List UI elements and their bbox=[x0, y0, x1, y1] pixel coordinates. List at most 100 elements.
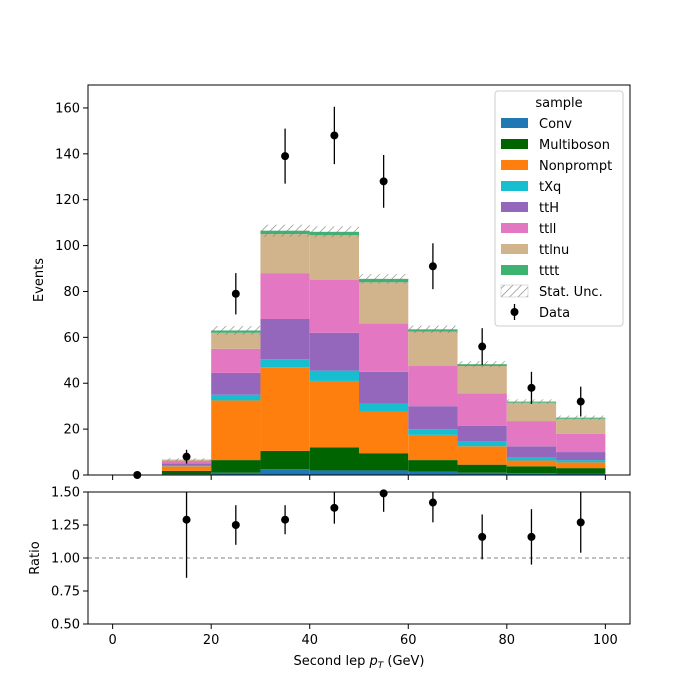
data-point-6 bbox=[428, 262, 437, 271]
bar-nonprompt-bin-4 bbox=[309, 380, 359, 448]
bar-multiboson-bin-7 bbox=[457, 464, 507, 473]
bar-nonprompt-bin-8 bbox=[506, 460, 557, 467]
data-point-1 bbox=[182, 452, 191, 461]
x-axis-label-prefix: Second lep bbox=[294, 654, 370, 669]
legend-swatch-ttll bbox=[501, 223, 528, 233]
ratio-point-8 bbox=[576, 518, 585, 527]
bar-nonprompt-bin-1 bbox=[161, 466, 212, 471]
ratio-point-4 bbox=[379, 489, 388, 498]
bar-txq-bin-4 bbox=[309, 370, 359, 381]
bar-ttll-bin-8 bbox=[506, 421, 557, 447]
bar-ttlnu-bin-9 bbox=[556, 418, 606, 434]
bar-ttll-bin-7 bbox=[457, 393, 507, 426]
legend-label-txq: tXq bbox=[539, 180, 561, 195]
stat-unc-bin-6 bbox=[408, 325, 458, 333]
stat-unc-bin-9 bbox=[556, 415, 606, 420]
bar-tth-bin-4 bbox=[309, 332, 359, 371]
bar-ttlnu-bin-3 bbox=[260, 234, 310, 274]
ratio-plot-background bbox=[88, 492, 630, 624]
bar-nonprompt-bin-6 bbox=[408, 434, 458, 461]
bar-txq-bin-7 bbox=[457, 441, 507, 447]
bar-tth-bin-1 bbox=[161, 463, 212, 466]
legend-label-ttll: ttll bbox=[539, 222, 556, 237]
bar-conv-bin-3 bbox=[260, 469, 310, 475]
bar-nonprompt-bin-7 bbox=[457, 446, 507, 465]
bar-multiboson-bin-9 bbox=[556, 468, 606, 474]
legend-swatch-txq bbox=[501, 181, 528, 191]
stat-unc-bin-2 bbox=[211, 326, 261, 335]
bar-nonprompt-bin-5 bbox=[359, 411, 409, 454]
bar-ttlnu-bin-8 bbox=[506, 402, 557, 422]
main-y-axis: 0 20 40 60 80 100 120 140 160 bbox=[55, 101, 88, 484]
xtick-label: 20 bbox=[203, 633, 220, 648]
legend-label-ttlnu: ttlnu bbox=[539, 243, 569, 258]
legend-swatch-tth bbox=[501, 202, 528, 212]
data-point-9 bbox=[576, 397, 585, 406]
bar-ttll-bin-3 bbox=[260, 273, 310, 319]
bar-conv-bin-7 bbox=[457, 472, 507, 475]
bar-txq-bin-8 bbox=[506, 457, 557, 461]
data-point-5 bbox=[379, 177, 388, 186]
main-ytick-label: 40 bbox=[63, 377, 80, 392]
bar-conv-bin-4 bbox=[309, 470, 359, 475]
bar-tth-bin-6 bbox=[408, 406, 458, 430]
legend-swatch-conv bbox=[501, 118, 528, 128]
bar-conv-bin-6 bbox=[408, 471, 458, 475]
legend-items: Conv Multiboson Nonprompt tXq ttH ttll ttlnu tt… bbox=[500, 117, 612, 321]
bar-conv-bin-8 bbox=[506, 473, 557, 475]
ratio-point-7 bbox=[527, 532, 536, 541]
bar-nonprompt-bin-2 bbox=[211, 400, 261, 461]
legend: sample Conv Multiboson Nonprompt tXq ttH ttll… bbox=[494, 90, 624, 327]
bar-ttll-bin-9 bbox=[556, 433, 606, 453]
ratio-ytick-label: 1.25 bbox=[51, 519, 80, 534]
bar-ttlnu-bin-5 bbox=[359, 282, 409, 324]
data-point-2 bbox=[231, 289, 240, 298]
bar-txq-bin-3 bbox=[260, 359, 310, 368]
legend-title: sample bbox=[535, 96, 582, 111]
bar-ttlnu-bin-7 bbox=[457, 366, 507, 394]
bar-ttlnu-bin-6 bbox=[408, 331, 458, 367]
ratio-ytick-label: 0.75 bbox=[51, 585, 80, 600]
bar-tth-bin-2 bbox=[211, 372, 261, 395]
x-axis-label: Second lep pT (GeV) bbox=[294, 654, 425, 671]
ratio-panel: 0.500.751.001.251.50 0 20 40 60 80 100 Ratio … bbox=[28, 486, 631, 671]
x-axis-label-subscript: T bbox=[378, 661, 385, 671]
main-ytick-label: 60 bbox=[63, 331, 80, 346]
main-x-axis bbox=[112, 475, 606, 480]
bar-conv-bin-2 bbox=[211, 472, 261, 475]
main-ytick-label: 100 bbox=[55, 239, 80, 254]
ratio-y-axis: 0.50 0.75 1.00 1.25 1.50 bbox=[51, 486, 88, 633]
bar-txq-bin-1 bbox=[161, 465, 212, 467]
stat-unc-bin-4 bbox=[309, 226, 359, 238]
legend-label-data: Data bbox=[539, 306, 570, 321]
data-points bbox=[133, 106, 585, 479]
main-y-axis-label: Events bbox=[32, 258, 47, 302]
main-ytick-label: 80 bbox=[63, 285, 80, 300]
legend-label-conv: Conv bbox=[539, 117, 572, 132]
main-ytick-label: 0 bbox=[72, 469, 80, 484]
bar-conv-bin-9 bbox=[556, 473, 606, 475]
main-plot-frame bbox=[87, 84, 631, 476]
data-point-4 bbox=[330, 131, 339, 140]
bar-multiboson-bin-4 bbox=[309, 447, 359, 471]
ratio-ytick-label: 0.50 bbox=[51, 618, 80, 633]
bar-txq-bin-2 bbox=[211, 394, 261, 401]
main-panel: 0 20 40 60 80 100 120 140 160 Events sample Conv… bbox=[32, 84, 631, 484]
xtick-label: 0 bbox=[108, 633, 116, 648]
bar-tth-bin-5 bbox=[359, 371, 409, 404]
bar-ttll-bin-2 bbox=[211, 348, 261, 373]
legend-swatch-multiboson bbox=[501, 139, 528, 149]
data-point-3 bbox=[281, 152, 290, 161]
bar-nonprompt-bin-3 bbox=[260, 367, 310, 451]
legend-swatch-tttt bbox=[501, 265, 528, 275]
legend-label-tth: ttH bbox=[539, 201, 559, 216]
ratio-points bbox=[182, 489, 585, 578]
x-axis-label-suffix: (GeV) bbox=[383, 654, 424, 669]
legend-swatch-stat-unc bbox=[500, 284, 529, 298]
xtick-label: 60 bbox=[400, 633, 417, 648]
stat-unc-bin-5 bbox=[359, 274, 409, 284]
legend-label-tttt: tttt bbox=[539, 264, 559, 279]
legend-label-nonprompt: Nonprompt bbox=[539, 159, 612, 174]
stat-unc-bin-3 bbox=[260, 224, 310, 237]
